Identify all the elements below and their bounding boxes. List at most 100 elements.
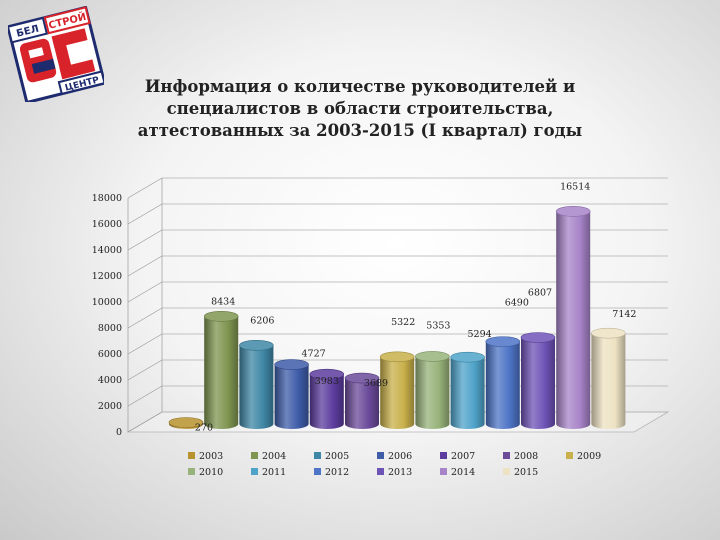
bar-2015	[591, 327, 626, 429]
chart-title-line-1: Информация о количестве руководителей и	[144, 77, 576, 96]
legend-label: 2014	[451, 467, 475, 478]
y-tick-label: 18000	[92, 193, 122, 204]
legend-item-2011: 2011	[251, 467, 286, 478]
bar-body	[239, 345, 274, 429]
bar-top	[520, 332, 556, 343]
logo-text-bel: БЕЛ	[15, 24, 40, 40]
data-label-2007: 3983	[315, 376, 339, 387]
bar-top	[344, 372, 380, 384]
chart-bars	[168, 206, 626, 429]
legend-label: 2015	[514, 467, 538, 478]
gridline-diagonal	[127, 177, 163, 199]
legend-label: 2003	[199, 451, 223, 462]
bar-2004	[203, 311, 239, 429]
data-label-2004: 8434	[211, 296, 235, 307]
legend-swatch	[314, 468, 321, 475]
y-tick-label: 12000	[92, 271, 122, 282]
data-labels: 270 8434 6206 4727 3983 3689 5322 5353 5294 64906…	[195, 181, 637, 433]
legend-item-2003: 2003	[188, 451, 223, 462]
legend-item-2012: 2012	[314, 467, 349, 478]
legend-label: 2011	[262, 467, 286, 478]
legend-item-2015: 2015	[503, 467, 538, 478]
bar-top	[591, 327, 626, 339]
data-label-2009: 5322	[391, 317, 415, 328]
bar-2012	[485, 336, 521, 429]
bar-top	[309, 368, 345, 380]
data-label-2008: 3689	[364, 378, 388, 389]
data-label-2003: 270	[195, 422, 213, 433]
data-label-2011: 5294	[468, 329, 492, 340]
bar-top	[555, 206, 591, 217]
chart-title-line-3: аттестованных за 2003-2015 (I квартал) г…	[137, 121, 583, 140]
bar-2014	[555, 206, 591, 429]
y-tick-label: 6000	[98, 349, 122, 360]
gridline-diagonal	[127, 385, 163, 407]
gridline-diagonal	[127, 411, 163, 433]
bar-body	[521, 337, 555, 429]
bar-2010	[415, 351, 450, 429]
legend-label: 2006	[388, 451, 412, 462]
legend-item-2010: 2010	[188, 467, 223, 478]
bar-body	[204, 316, 239, 429]
data-label-2010: 5353	[426, 320, 450, 331]
data-label-2005: 6206	[250, 315, 274, 326]
bar-body	[274, 364, 309, 429]
gridline-diagonal	[127, 203, 163, 225]
legend-label: 2010	[199, 467, 223, 478]
legend-swatch	[503, 468, 510, 475]
bar-top	[203, 311, 239, 322]
gridline-diagonal	[127, 255, 163, 277]
legend-item-2009: 2009	[566, 451, 601, 462]
y-tick-label: 16000	[92, 219, 122, 230]
y-tick-label: 10000	[92, 297, 122, 308]
legend-label: 2009	[577, 451, 601, 462]
gridline-diagonal	[127, 359, 163, 381]
bar-body	[556, 211, 591, 429]
chart-legend: 2003 2004 2005 2006 2007 2008 2009 2010 2011 2012…	[188, 451, 601, 478]
bar-body	[485, 341, 520, 429]
y-tick-label: 0	[116, 427, 122, 438]
gridline-diagonal	[127, 333, 163, 355]
legend-label: 2005	[325, 451, 349, 462]
legend-label: 2004	[262, 451, 286, 462]
legend-item-2013: 2013	[377, 467, 412, 478]
legend-swatch	[377, 468, 384, 475]
bar-2011	[450, 351, 485, 429]
legend-swatch	[440, 452, 447, 459]
bar-body	[380, 356, 415, 429]
legend-label: 2012	[325, 467, 349, 478]
legend-item-2008: 2008	[503, 451, 538, 462]
data-label-2014: 16514	[560, 181, 590, 192]
bar-body	[309, 374, 344, 429]
bar-body	[591, 333, 626, 429]
bar-body	[450, 357, 485, 429]
bar-top	[274, 359, 309, 370]
bar-top	[415, 351, 450, 362]
legend-swatch	[188, 468, 195, 475]
legend-swatch	[566, 452, 573, 459]
data-label-2015: 7142	[612, 309, 636, 320]
legend-swatch	[251, 452, 258, 459]
legend-swatch	[440, 468, 447, 475]
legend-item-2006: 2006	[377, 451, 412, 462]
legend-swatch	[503, 452, 510, 459]
bar-2005	[239, 340, 274, 429]
legend-swatch	[377, 452, 384, 459]
legend-item-2007: 2007	[440, 451, 475, 462]
legend-swatch	[251, 468, 258, 475]
gridline-diagonal	[127, 229, 163, 251]
bar-body	[345, 378, 379, 429]
belstroycentr-logo: БЕЛ СТРОЙ ЦЕНТР	[8, 6, 104, 102]
legend-label: 2008	[514, 451, 538, 462]
y-tick-label: 14000	[92, 245, 122, 256]
bar-2003	[168, 417, 204, 429]
data-label-2013: 6807	[528, 288, 552, 299]
gridline-diagonal	[127, 307, 163, 329]
bar-top	[379, 351, 415, 363]
legend-swatch	[314, 452, 321, 459]
y-axis-ticks: 0 2000 4000 6000 8000 10000 12000 14000 16000 180…	[92, 193, 122, 438]
legend-label: 2013	[388, 467, 412, 478]
legend-label: 2007	[451, 451, 475, 462]
legend-item-2005: 2005	[314, 451, 349, 462]
